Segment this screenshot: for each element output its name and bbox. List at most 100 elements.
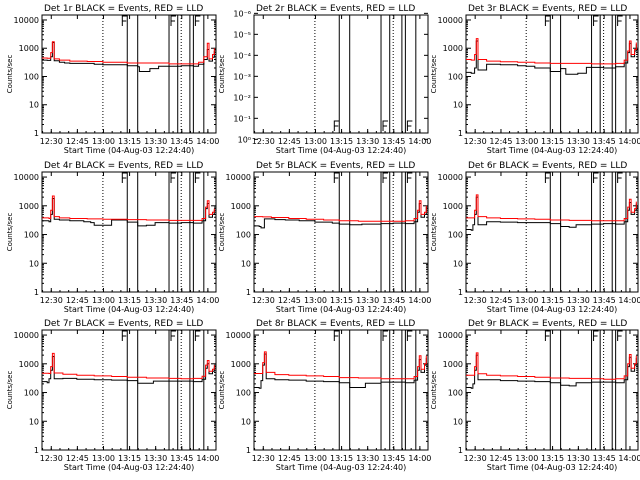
x-tick-label: 13:45 [170,137,193,146]
panel-title: Det 7r BLACK = Events, RED = LLD [44,319,203,329]
x-tick-label: 12:45 [66,454,89,463]
x-axis-label: Start Time (04-Aug-03 12:24:40) [64,305,195,314]
x-tick-label: 13:00 [304,454,327,463]
y-axis-label: Counts/sec [430,371,438,410]
y-tick-label: 1 [34,446,39,455]
flare-flag-glyph [406,120,413,131]
y-axis-label: Counts/sec [430,213,438,252]
flare-flag-glyph [593,172,599,183]
panel-title: Det 6r BLACK = Events, RED = LLD [468,161,627,171]
panel-title: Det 2r BLACK = Events, RED = LLD [256,4,415,14]
x-tick-label: 13:15 [541,454,564,463]
x-tick-label: 12:45 [489,454,512,463]
lld-series-line [42,352,215,380]
plot-frame [41,14,217,134]
y-tick-label: 1 [458,446,463,455]
y-tick-label: 1 [458,288,463,297]
y-tick-label: 100 [448,231,463,240]
y-tick-label: 10000 [226,331,251,340]
x-tick-label: 13:45 [382,454,405,463]
plot-frame [253,14,429,134]
flare-flag-glyph [333,330,340,341]
panel-6: Det 6r BLACK = Events, RED = LLD 12:30 12:… [430,161,640,314]
x-tick-label: 12:45 [278,296,301,305]
x-axis-label: Start Time (04-Aug-03 12:24:40) [276,146,407,155]
x-tick-label: 13:30 [144,296,167,305]
lld-series-line [466,352,637,380]
events-series-line [466,354,637,389]
x-tick-label: 12:30 [464,137,487,146]
y-tick-label: 10000 [226,173,251,182]
x-tick-label: 12:45 [489,296,512,305]
plot-frame [465,329,639,451]
y-tick-label: 100 [24,72,39,81]
events-series-line [466,196,637,231]
flare-flag-glyph [544,15,551,26]
x-tick-label: 13:15 [330,454,353,463]
panel-3: Det 3r BLACK = Events, RED = LLD 12:30 12:… [430,4,640,155]
x-tick-label: 14:00 [196,137,219,146]
x-tick-label: 13:15 [330,137,353,146]
x-tick-label: 14:00 [408,296,431,305]
y-tick-label: 10000 [14,331,39,340]
x-tick-label: 13:15 [118,137,141,146]
y-tick-label: 1000 [443,44,463,53]
y-tick-label: 1000 [231,202,251,211]
flare-flag-glyph [593,330,599,341]
flare-flag-glyph [121,15,128,26]
y-tick-label: 10 [241,259,251,268]
x-tick-label: 13:15 [118,454,141,463]
y-tick-label: 10000 [438,173,463,182]
y-tick-label: 100 [448,72,463,81]
y-tick-label: 10⁻¹ [233,114,251,123]
y-axis-label: Counts/sec [218,213,226,252]
y-tick-label: 100 [24,231,39,240]
panel-title: Det 4r BLACK = Events, RED = LLD [44,161,203,171]
flare-flag-glyph [194,172,201,183]
x-tick-label: 13:15 [541,296,564,305]
flare-flag-glyph [170,15,177,26]
y-tick-label: 1 [458,129,463,138]
x-tick-label: 13:45 [593,137,616,146]
flare-flag-glyph [382,330,389,341]
flare-flag-glyph [170,330,177,341]
x-axis-label: Start Time (04-Aug-03 12:24:40) [64,146,195,155]
panel-4: Det 4r BLACK = Events, RED = LLD 12:30 12:… [6,161,219,314]
y-tick-label: 10⁻⁶ [233,9,251,18]
x-tick-label: 13:15 [541,137,564,146]
panel-7: Det 7r BLACK = Events, RED = LLD 12:30 12:… [6,319,219,472]
y-axis-label: Counts/sec [430,55,438,94]
x-axis-label: Start Time (04-Aug-03 12:24:40) [276,463,407,472]
x-axis-label: Start Time (04-Aug-03 12:24:40) [487,146,618,155]
x-tick-label: 13:00 [515,454,538,463]
x-tick-label: 13:30 [567,454,590,463]
x-tick-label: 13:00 [92,137,115,146]
x-tick-label: 12:45 [489,137,512,146]
x-tick-label: 12:30 [464,454,487,463]
flare-flag-glyph [194,330,201,341]
y-tick-label: 10 [241,417,251,426]
y-tick-label: 1000 [19,202,39,211]
y-axis-label: Counts/sec [6,371,14,410]
y-tick-label: 100 [24,389,39,398]
panel-9: Det 9r BLACK = Events, RED = LLD 12:30 12:… [430,319,640,472]
y-tick-label: 1000 [443,202,463,211]
x-tick-label: 14:00 [618,454,640,463]
plot-frame [253,171,429,293]
y-tick-label: 10⁻⁴ [233,51,251,60]
flare-flag-glyph [593,15,599,26]
y-tick-label: 1000 [19,360,39,369]
y-tick-label: 10⁻² [233,93,251,102]
x-tick-label: 13:45 [382,137,405,146]
x-tick-label: 12:45 [278,454,301,463]
plot-frame [465,14,639,134]
x-axis-label: Start Time (04-Aug-03 12:24:40) [487,305,618,314]
y-tick-label: 1000 [443,360,463,369]
y-tick-label: 1 [246,446,251,455]
lld-series-line [254,351,427,380]
x-tick-label: 13:15 [330,296,353,305]
flare-flag-glyph [617,172,623,183]
panel-1: Det 1r BLACK = Events, RED = LLD 12:30 12:… [6,4,219,155]
x-tick-label: 12:30 [464,296,487,305]
panel-5: Det 5r BLACK = Events, RED = LLD 12:30 12:… [218,161,431,314]
